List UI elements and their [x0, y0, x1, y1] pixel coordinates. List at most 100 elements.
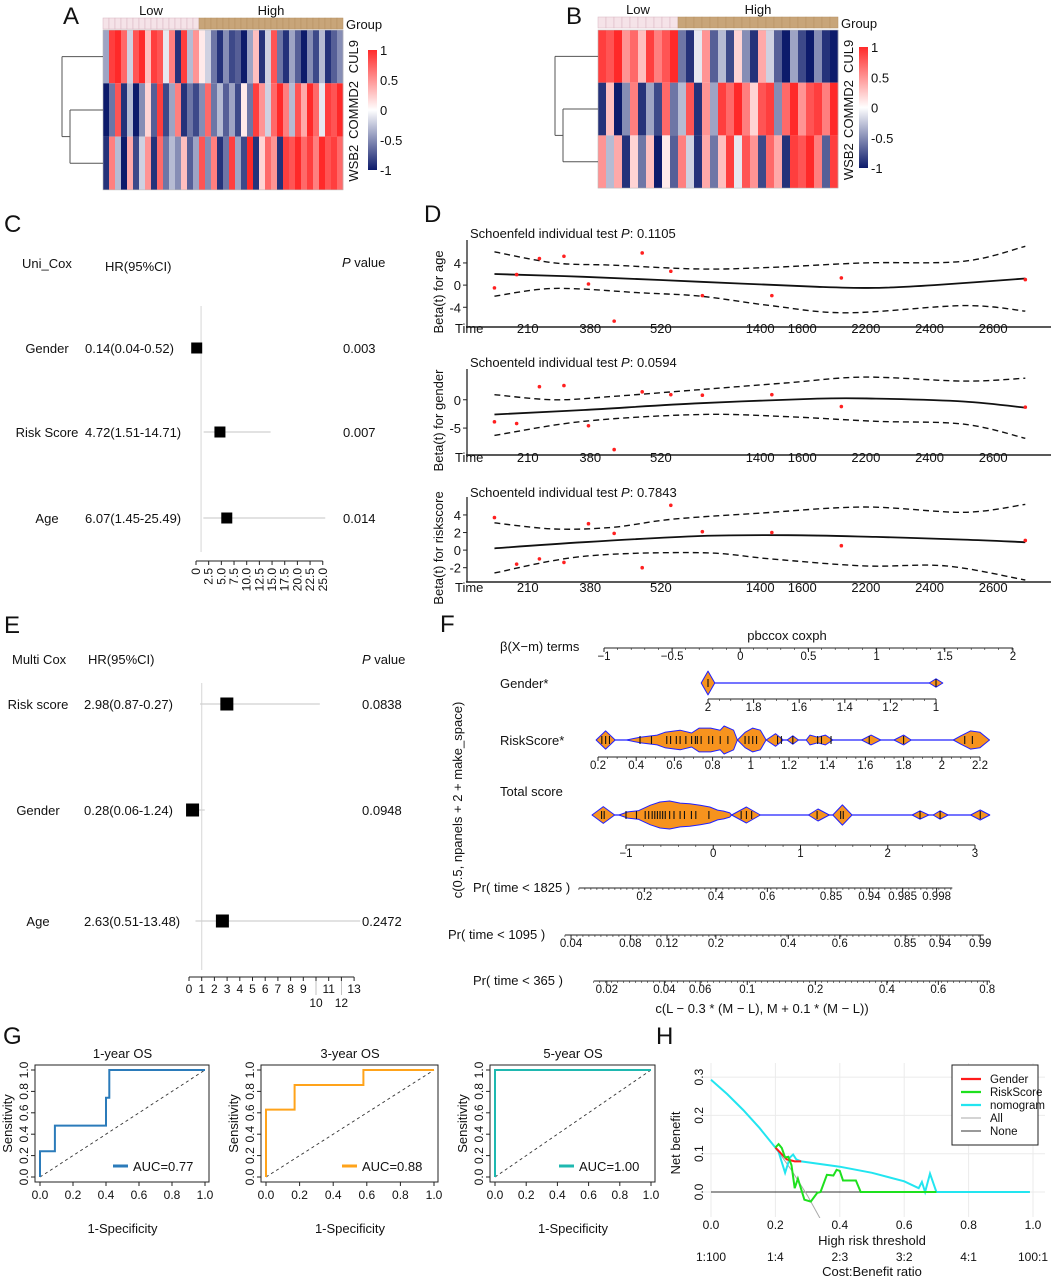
- ci-upper-line: [494, 503, 1026, 530]
- colorbar-tick-label: 0.5: [871, 70, 889, 85]
- heatmap-cell: [822, 82, 831, 136]
- forest-tick-label: 12: [335, 996, 349, 1010]
- heatmap-cell: [103, 83, 110, 137]
- heatmap-cell: [325, 136, 332, 190]
- residual-point: [492, 420, 497, 424]
- forest-tick-label: 1: [198, 982, 205, 996]
- heatmap-cell: [790, 30, 799, 83]
- colorbar-tick-label: 1: [380, 43, 387, 58]
- heatmap-cell: [774, 82, 783, 136]
- group-cell-high: [264, 17, 272, 30]
- probability-tick-label: 0.2: [708, 938, 724, 950]
- residual-point: [562, 560, 566, 565]
- roc-x-label: 1-Specificity: [315, 1221, 386, 1236]
- colorbar-tick-label: 0.5: [380, 73, 398, 88]
- heatmap-cell: [145, 30, 152, 84]
- heatmap-cell: [289, 136, 296, 190]
- roc-x-tick-label: 0.8: [392, 1188, 409, 1202]
- heatmap-cell: [750, 82, 759, 136]
- x-tick-label: 210: [517, 450, 539, 465]
- heatmap-cell: [758, 135, 767, 189]
- group-cell-high: [246, 17, 254, 30]
- heatmap-cell: [169, 83, 176, 137]
- beta-axis-tick-label: 0: [737, 651, 743, 663]
- beta-axis-tick-label: −1: [597, 651, 610, 663]
- gender-label: Gender*: [500, 676, 548, 691]
- heatmap-cell: [742, 30, 751, 83]
- group-cell-high: [813, 16, 823, 29]
- dca-legend-label: nomogram: [990, 1100, 1045, 1112]
- heatmap-cell: [774, 30, 783, 83]
- heatmap-cell: [758, 30, 767, 83]
- heatmap-cell: [718, 82, 727, 136]
- group-cell-high: [725, 16, 735, 29]
- heatmap-cell: [726, 82, 735, 136]
- residual-point: [700, 293, 705, 298]
- beta-axis-label: β(X−m) terms: [500, 639, 580, 654]
- heatmap-cell: [307, 83, 314, 137]
- group-cell-high: [805, 16, 815, 29]
- nomogram-title: pbccox coxph: [747, 628, 827, 643]
- forest-header-p: P value: [342, 255, 385, 270]
- heatmap-cell: [806, 82, 815, 136]
- riskscore-label: RiskScore*: [500, 733, 564, 748]
- heatmap-cell: [614, 135, 623, 189]
- forest-hr-text: 0.14(0.04-0.52): [85, 341, 174, 356]
- heatmap-cell: [830, 82, 839, 136]
- heatmap-cell: [295, 136, 302, 190]
- schoenfeld-title: Schoenteld individual test P: 0.7843: [470, 485, 677, 500]
- probability-tick-label: 0.99: [969, 938, 991, 950]
- heatmap-cell: [702, 30, 711, 83]
- forest-hr-text: 2.63(0.51-13.48): [84, 914, 180, 929]
- probability-tick-label: 0.06: [689, 984, 711, 996]
- heatmap-cell: [235, 83, 242, 137]
- roc-y-tick-label: 0.0: [243, 1168, 257, 1185]
- heatmap-cell: [199, 136, 206, 190]
- p-value: : 0.7843: [630, 485, 677, 500]
- heatmap-cell: [822, 30, 831, 83]
- nomogram-y-label: c(0.5, npanels + 2 + make_space): [450, 702, 465, 899]
- heatmap-cell: [217, 136, 224, 190]
- panel-label-h: H: [656, 1023, 673, 1050]
- gender-axis-tick-label: 2: [705, 702, 711, 714]
- colorbar-tick-label: 1: [871, 40, 878, 55]
- group-cell-high: [240, 17, 248, 30]
- heatmap-cell: [782, 82, 791, 136]
- beta-axis-tick-label: 0.5: [800, 651, 816, 663]
- riskscore-axis-tick-label: 1.4: [819, 760, 836, 772]
- total-score-axis-tick-label: 2: [885, 848, 891, 860]
- probability-axis-label: Pr( time < 1825 ): [473, 880, 570, 895]
- riskscore-axis-tick-label: 2: [939, 760, 945, 772]
- y-tick-label: 4: [454, 256, 461, 271]
- dca-y-tick-label: 0.2: [692, 1107, 706, 1124]
- y-axis-label: Beta(t) for gender: [431, 369, 446, 472]
- group-cell-low: [108, 17, 116, 30]
- residual-point: [669, 503, 673, 508]
- roc-x-tick-label: 0.0: [32, 1188, 49, 1202]
- group-cell-high: [741, 16, 751, 29]
- heatmap-cell: [662, 135, 671, 189]
- heatmap-cell: [337, 83, 344, 137]
- probability-tick-label: 0.6: [930, 984, 946, 996]
- heatmap-cell: [157, 136, 164, 190]
- dca-series-riskscore: [774, 1142, 937, 1203]
- ci-upper-line: [494, 245, 1026, 270]
- heatmap-cell: [121, 30, 128, 84]
- panel-label-e: E: [4, 612, 20, 639]
- colorbar-tick-label: 0: [380, 103, 387, 118]
- residual-point: [562, 383, 566, 388]
- heatmap-cell: [187, 83, 194, 137]
- probability-tick-label: 0.1: [739, 984, 755, 996]
- group-cell-low: [629, 16, 639, 29]
- roc-title: 1-year OS: [93, 1046, 153, 1061]
- heatmap-cell: [289, 83, 296, 137]
- group-cell-high: [312, 17, 320, 30]
- heatmap-cell: [622, 82, 631, 136]
- dca-curves: [710, 1079, 1030, 1218]
- probability-tick-label: 0.2: [807, 984, 823, 996]
- heatmap-cell: [151, 30, 158, 84]
- heatmap-cell: [193, 83, 200, 137]
- total-score-axis-tick-label: 0: [710, 848, 716, 860]
- heatmap-cell: [654, 135, 663, 189]
- group-cell-low: [174, 17, 182, 30]
